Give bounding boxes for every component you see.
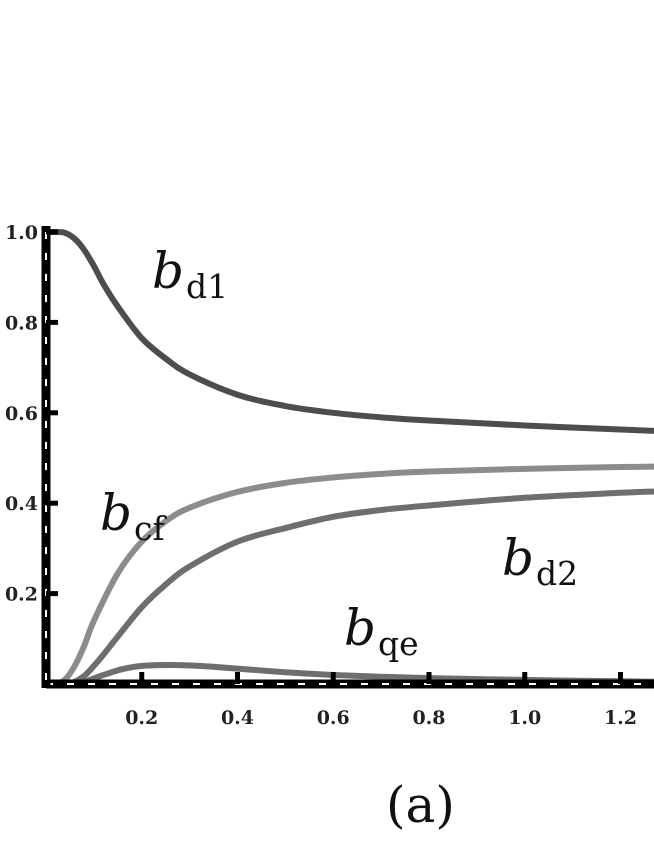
y-tick-label: 0.4 — [5, 493, 38, 515]
series-label-sub: cf — [134, 509, 167, 548]
series-label-d1: bd1 — [152, 242, 228, 306]
x-tick-label: 0.8 — [412, 707, 445, 729]
x-tick-label: 1.2 — [604, 707, 637, 729]
x-tick-label: 0.4 — [221, 707, 254, 729]
y-tick-label: 0.2 — [5, 584, 38, 606]
axes-layer — [41, 226, 654, 689]
series-line-cf — [43, 463, 654, 688]
series-label-sub: d2 — [536, 554, 578, 593]
series-line-d2 — [43, 488, 654, 688]
series-label-main: b — [502, 529, 534, 587]
x-tick-label: 0.2 — [125, 707, 158, 729]
y-tick-label: 0.8 — [5, 312, 38, 334]
curves-layer — [43, 228, 654, 688]
series-line-qe — [43, 662, 654, 688]
x-tick-label: 0.6 — [317, 707, 350, 729]
series-label-main: b — [344, 599, 376, 657]
series-label-main: b — [100, 484, 132, 542]
x-tick-label: 1.0 — [508, 707, 541, 729]
series-label-sub: qe — [378, 624, 419, 663]
series-label-cf: bcf — [100, 484, 167, 548]
series-line-d1 — [43, 228, 654, 434]
series-label-sub: d1 — [186, 267, 228, 306]
series-label-d2: bd2 — [502, 529, 578, 593]
y-tick-label: 0.6 — [5, 403, 38, 425]
y-tick-label: 1.0 — [5, 222, 38, 244]
series-label-qe: bqe — [344, 599, 419, 663]
panel-label: (a) — [386, 776, 455, 834]
ticks-layer: 0.2 0.4 0.6 0.8 1.0 0.2 0.4 0.6 0.8 1.0 1.2 — [5, 222, 637, 729]
series-label-main: b — [152, 242, 184, 300]
